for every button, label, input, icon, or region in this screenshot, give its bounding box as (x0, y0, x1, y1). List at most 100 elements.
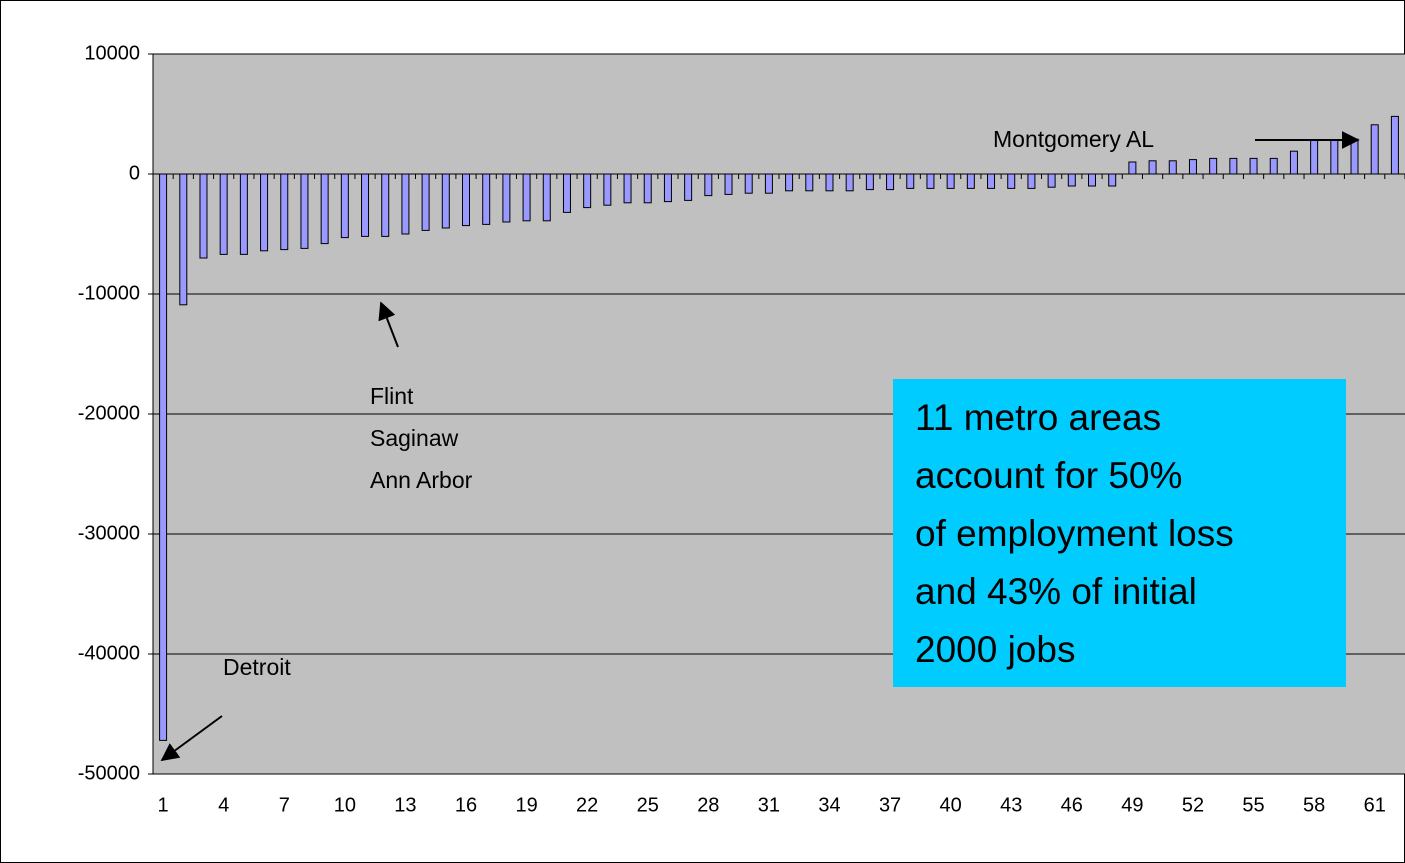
x-tick-label: 4 (218, 794, 229, 816)
x-tick-label: 31 (758, 794, 780, 816)
bar (886, 173, 895, 191)
bar (239, 173, 248, 255)
bar (623, 173, 632, 204)
bar (1310, 139, 1319, 175)
annotation: Ann Arbor (370, 467, 473, 493)
bar (1067, 173, 1076, 187)
bar (1047, 173, 1056, 188)
x-tick-label: 37 (879, 794, 901, 816)
bar (1269, 157, 1278, 175)
bar (643, 173, 652, 204)
bar (1350, 138, 1359, 175)
bar (522, 173, 531, 222)
bar (1128, 161, 1137, 175)
x-tick-label: 25 (637, 794, 659, 816)
note-line: 2000 jobs (915, 629, 1075, 670)
bar (1108, 173, 1117, 187)
x-tick-label: 55 (1242, 794, 1264, 816)
bar (966, 173, 975, 189)
bar (845, 173, 854, 192)
bar (502, 173, 511, 223)
annotation: Detroit (223, 654, 291, 680)
y-tick-label: 10000 (84, 42, 140, 64)
y-tick-label: -30000 (78, 522, 140, 544)
bar (1148, 160, 1157, 175)
bar (542, 173, 551, 222)
bar (280, 173, 289, 251)
bar (320, 173, 329, 245)
x-tick-label: 28 (697, 794, 719, 816)
bar (340, 173, 349, 239)
bar (987, 173, 996, 189)
bar (179, 173, 188, 306)
y-tick-label: -20000 (78, 402, 140, 424)
x-tick-label: 16 (455, 794, 477, 816)
bar (1330, 139, 1339, 175)
y-tick-label: -10000 (78, 282, 140, 304)
x-tick-label: 40 (940, 794, 962, 816)
bar (926, 173, 935, 189)
bar (603, 173, 612, 206)
bar (684, 173, 693, 201)
arrow (160, 715, 223, 762)
bar (462, 173, 470, 227)
bar (704, 173, 713, 197)
y-tick-label: -40000 (78, 642, 140, 664)
x-tick-label: 1 (158, 794, 169, 816)
bar (159, 173, 168, 741)
bar (825, 173, 834, 192)
bar (663, 173, 672, 203)
x-tick-label: 13 (394, 794, 416, 816)
bar (764, 173, 773, 194)
bar (1007, 173, 1016, 189)
bar (724, 173, 733, 195)
note-line: of employment loss (915, 513, 1234, 554)
bar (1249, 157, 1258, 175)
note-box (893, 379, 1346, 687)
x-tick-label: 58 (1303, 794, 1325, 816)
annotation: Flint (370, 383, 414, 409)
x-tick-label: 10 (334, 794, 356, 816)
x-tick-label: 46 (1061, 794, 1083, 816)
bar (260, 173, 269, 252)
x-tick-label: 49 (1121, 794, 1143, 816)
bar (300, 173, 309, 249)
bar (1390, 115, 1399, 175)
bar (1088, 173, 1096, 187)
bar (1289, 150, 1298, 175)
bar (583, 173, 592, 209)
bar (805, 173, 814, 192)
bar (1188, 159, 1197, 175)
annotation: Montgomery AL (993, 126, 1154, 152)
note-line: 11 metro areas (915, 397, 1161, 438)
x-tick-label: 61 (1364, 794, 1386, 816)
bar (421, 173, 430, 231)
bar (1027, 173, 1036, 189)
y-tick-label: 0 (129, 162, 140, 184)
bar (482, 173, 491, 225)
bar (219, 173, 228, 255)
bar (785, 173, 794, 192)
x-tick-label: 7 (279, 794, 290, 816)
bar (744, 173, 753, 194)
bar (562, 173, 571, 213)
y-tick-label: -50000 (78, 762, 140, 784)
x-tick-label: 52 (1182, 794, 1204, 816)
bar (441, 173, 450, 229)
bar (381, 173, 390, 237)
bar (199, 173, 208, 259)
bar (1229, 157, 1238, 175)
bar (361, 173, 370, 237)
bar (946, 173, 955, 189)
bar (906, 173, 915, 189)
bar (1209, 157, 1218, 175)
note-line: and 43% of initial (915, 571, 1197, 612)
arrow (378, 301, 399, 348)
x-tick-label: 22 (576, 794, 598, 816)
x-tick-label: 19 (515, 794, 537, 816)
annotation: Saginaw (370, 425, 459, 451)
bar (401, 173, 410, 235)
x-tick-label: 34 (818, 794, 840, 816)
note-line: account for 50% (915, 455, 1182, 496)
